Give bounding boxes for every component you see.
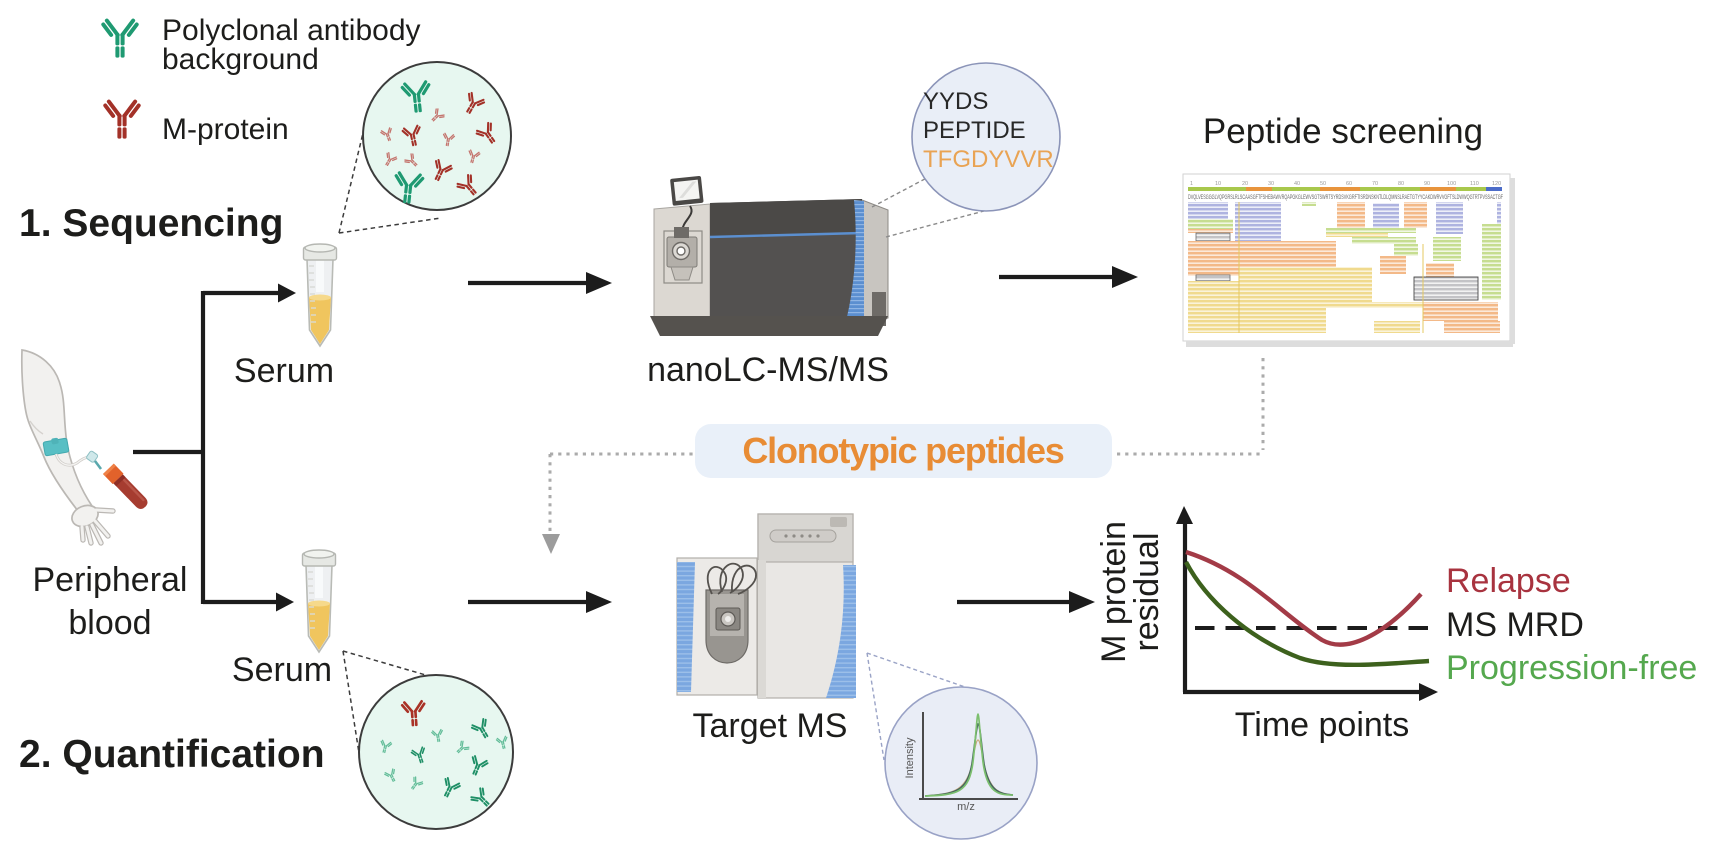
svg-text:120: 120 (1492, 181, 1501, 187)
svg-text:90: 90 (1424, 181, 1430, 187)
svg-text:Peptide screening: Peptide screening (1203, 112, 1483, 151)
svg-text:100: 100 (1447, 181, 1456, 187)
svg-text:2. Quantification: 2. Quantification (19, 733, 325, 776)
svg-text:background: background (162, 43, 319, 76)
svg-text:30: 30 (1268, 181, 1274, 187)
svg-text:TFGDYVVR: TFGDYVVR (923, 146, 1054, 173)
svg-text:Intensity: Intensity (904, 737, 916, 778)
svg-text:Polyclonal antibody: Polyclonal antibody (162, 14, 421, 47)
svg-text:110: 110 (1470, 181, 1479, 187)
svg-text:blood: blood (68, 604, 151, 642)
svg-text:M-protein: M-protein (162, 113, 289, 146)
svg-text:Target MS: Target MS (693, 707, 848, 745)
svg-text:M protein: M protein (1095, 521, 1133, 663)
svg-text:DVQLVESGGGLVQPGRSLRLSCAASGFTFS: DVQLVESGGGLVQPGRSLRLSCAASGFTFSHEBAWVRQAP… (1188, 194, 1503, 201)
svg-text:Progression-free: Progression-free (1446, 649, 1697, 687)
svg-text:Relapse: Relapse (1446, 562, 1571, 600)
svg-text:70: 70 (1372, 181, 1378, 187)
svg-text:Serum: Serum (232, 651, 332, 689)
svg-text:PEPTIDE: PEPTIDE (923, 117, 1026, 144)
svg-text:residual: residual (1128, 532, 1166, 651)
svg-text:Serum: Serum (234, 352, 334, 390)
svg-text:1: 1 (1190, 181, 1193, 187)
svg-text:Peripheral: Peripheral (33, 561, 188, 599)
svg-text:Time points: Time points (1235, 706, 1409, 744)
svg-text:nanoLC-MS/MS: nanoLC-MS/MS (647, 351, 889, 389)
svg-text:10: 10 (1215, 181, 1221, 187)
svg-text:60: 60 (1346, 181, 1352, 187)
svg-text:1. Sequencing: 1. Sequencing (19, 202, 283, 245)
svg-text:20: 20 (1242, 181, 1248, 187)
svg-text:m/z: m/z (957, 801, 975, 813)
svg-text:YYDS: YYDS (923, 88, 988, 115)
svg-text:Clonotypic peptides: Clonotypic peptides (742, 430, 1063, 471)
svg-text:40: 40 (1294, 181, 1300, 187)
svg-text:80: 80 (1398, 181, 1404, 187)
svg-text:MS MRD: MS MRD (1446, 606, 1584, 644)
svg-text:50: 50 (1320, 181, 1326, 187)
